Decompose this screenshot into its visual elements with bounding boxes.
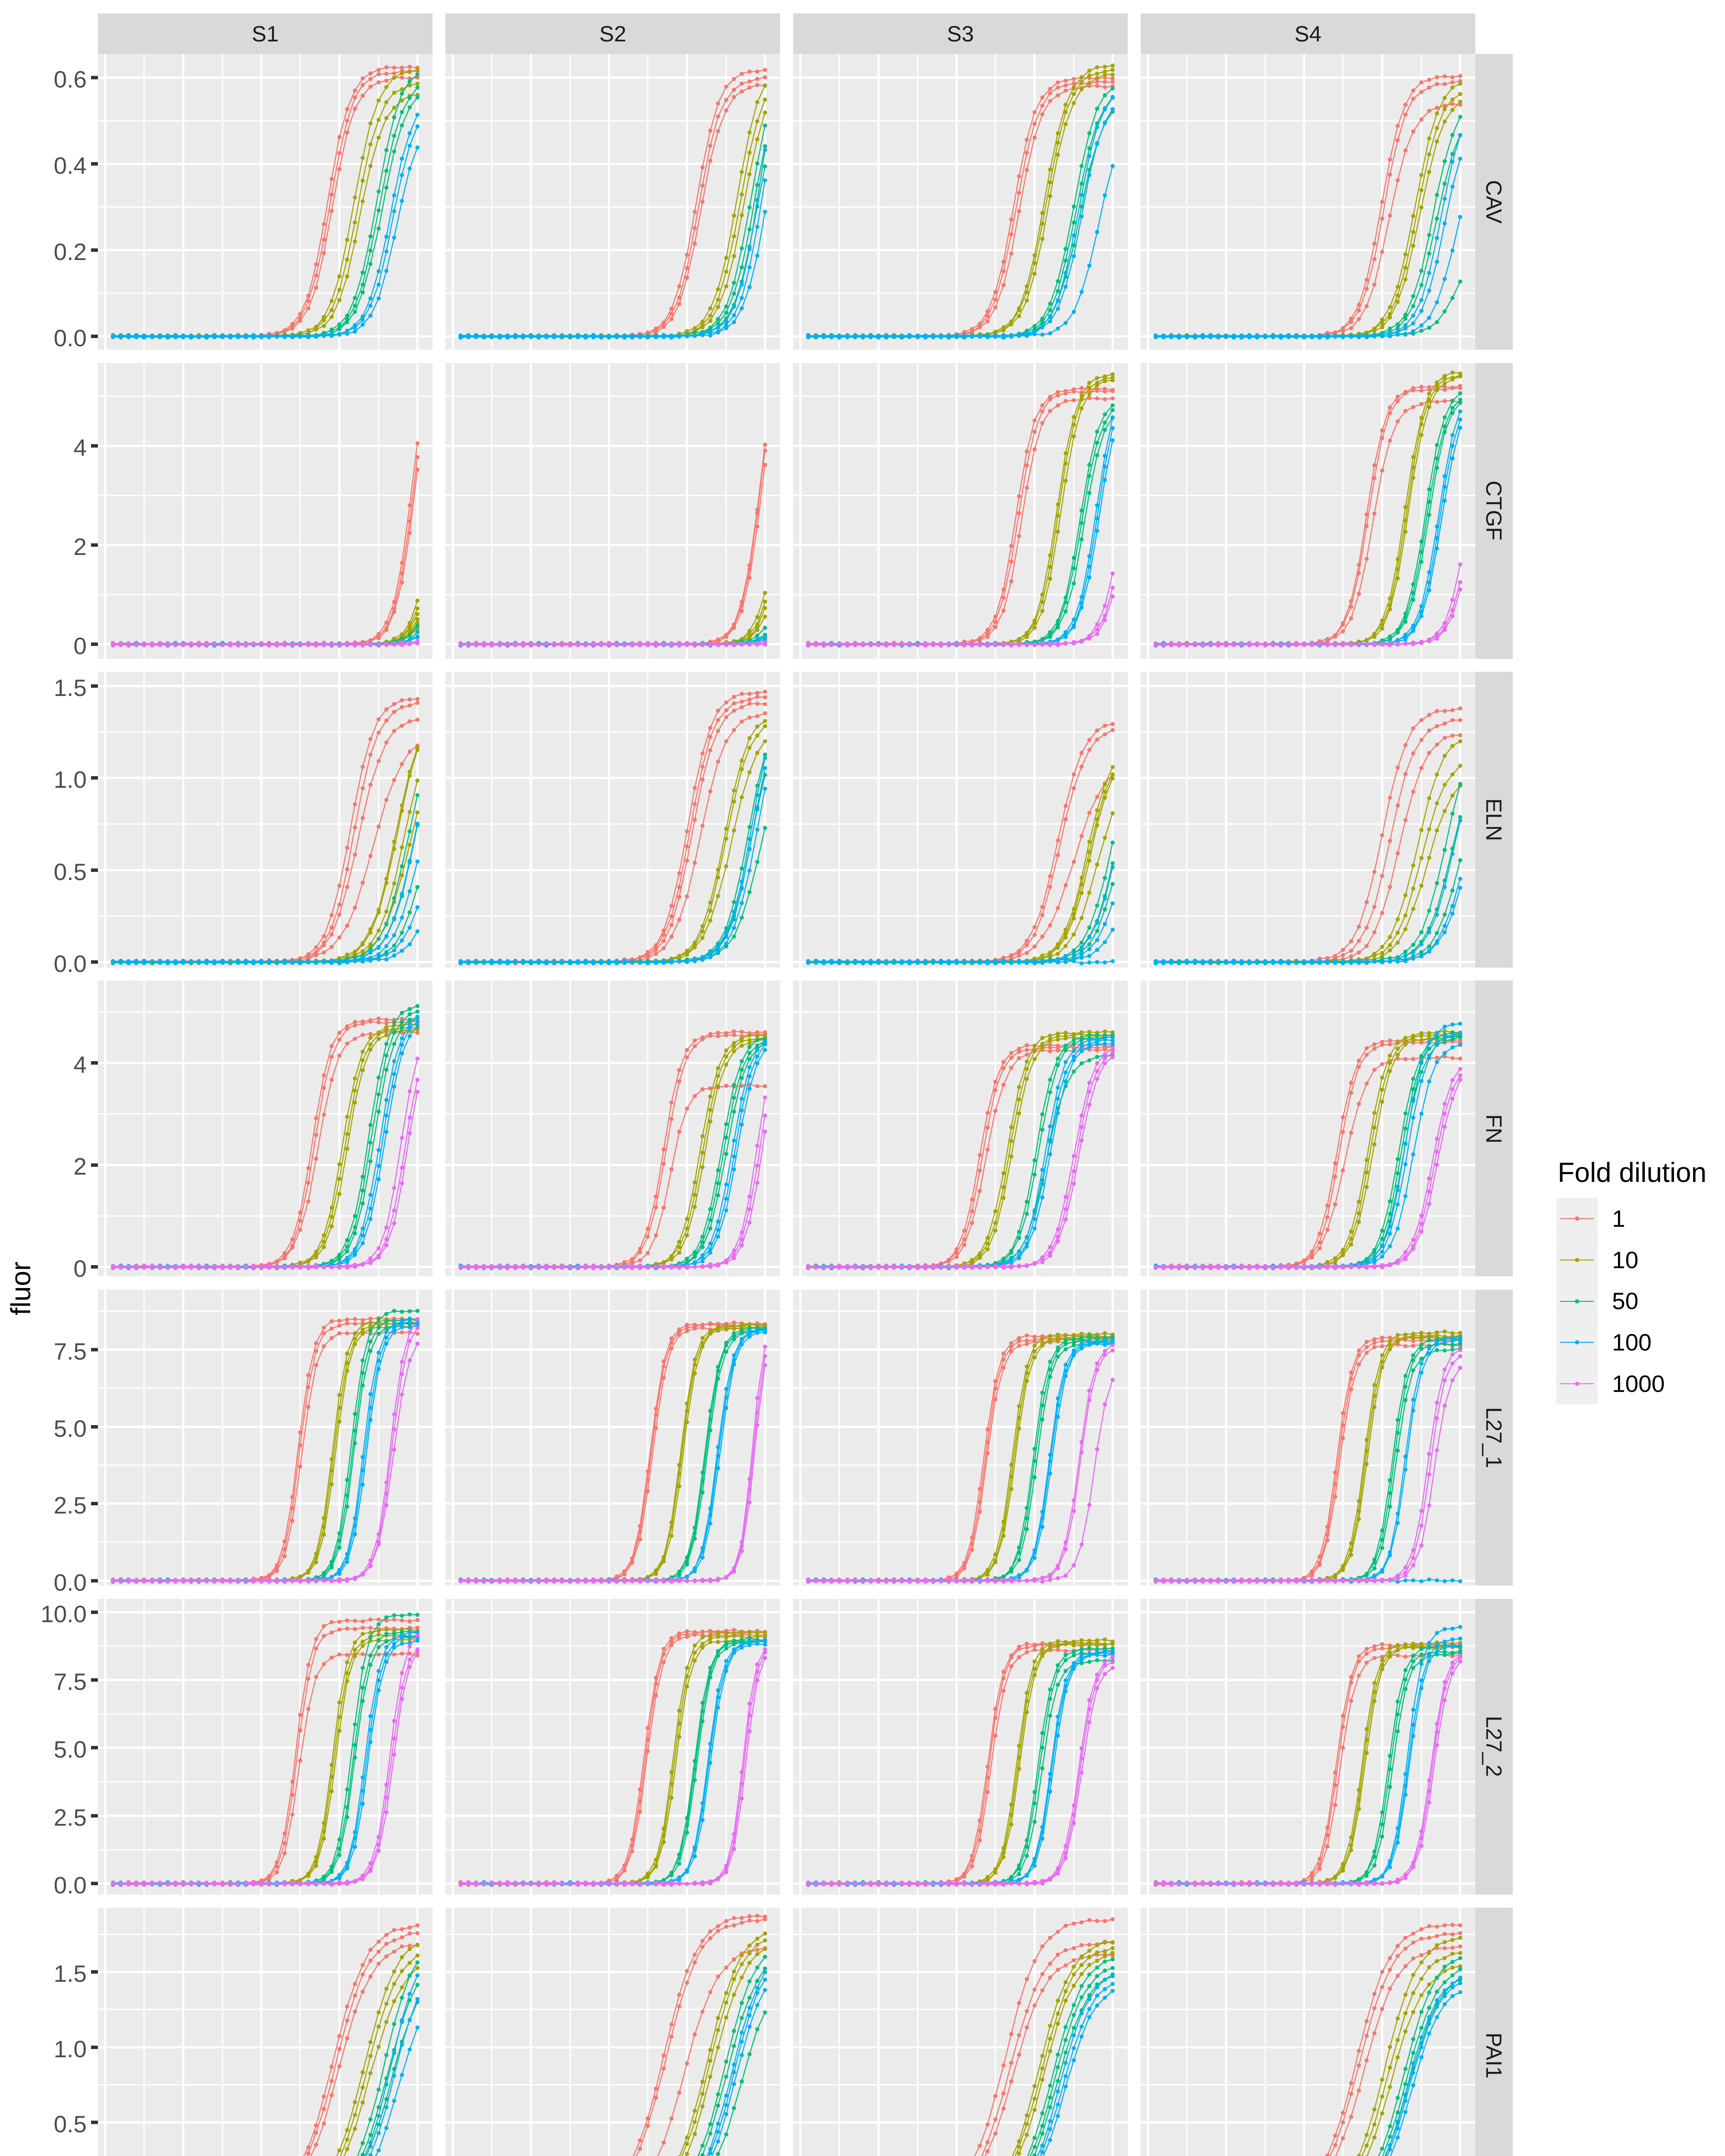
svg-text:0.0: 0.0 bbox=[54, 325, 87, 351]
svg-text:CAV: CAV bbox=[1482, 180, 1506, 223]
svg-text:0.4: 0.4 bbox=[54, 152, 87, 179]
svg-text:Fold dilution: Fold dilution bbox=[1558, 1157, 1706, 1188]
svg-text:1.0: 1.0 bbox=[54, 2036, 87, 2062]
svg-text:0.5: 0.5 bbox=[54, 2111, 87, 2137]
svg-text:1000: 1000 bbox=[1612, 1370, 1665, 1397]
svg-text:0: 0 bbox=[73, 1255, 87, 1282]
svg-text:0.0: 0.0 bbox=[54, 1872, 87, 1899]
svg-text:0.5: 0.5 bbox=[54, 859, 87, 885]
svg-text:PAI1: PAI1 bbox=[1482, 2033, 1506, 2079]
svg-text:10.0: 10.0 bbox=[41, 1601, 87, 1627]
svg-text:S3: S3 bbox=[947, 22, 974, 46]
svg-text:ELN: ELN bbox=[1482, 798, 1506, 841]
svg-text:S4: S4 bbox=[1295, 22, 1321, 46]
svg-text:S1: S1 bbox=[252, 22, 279, 46]
svg-text:100: 100 bbox=[1612, 1329, 1652, 1356]
svg-text:1: 1 bbox=[1612, 1205, 1625, 1232]
svg-text:1.5: 1.5 bbox=[54, 1960, 87, 1987]
svg-text:L27_2: L27_2 bbox=[1482, 1716, 1506, 1777]
svg-text:4: 4 bbox=[73, 1051, 87, 1078]
svg-text:S2: S2 bbox=[599, 22, 626, 46]
svg-text:0.6: 0.6 bbox=[54, 66, 87, 93]
svg-text:1.5: 1.5 bbox=[54, 674, 87, 701]
svg-text:7.5: 7.5 bbox=[54, 1668, 87, 1695]
svg-text:2.5: 2.5 bbox=[54, 1804, 87, 1831]
svg-text:5.0: 5.0 bbox=[54, 1736, 87, 1763]
svg-text:2: 2 bbox=[73, 1153, 87, 1180]
svg-text:0.0: 0.0 bbox=[54, 950, 87, 977]
svg-text:0: 0 bbox=[73, 633, 87, 659]
svg-text:fluor: fluor bbox=[5, 1262, 36, 1316]
svg-text:2.5: 2.5 bbox=[54, 1492, 87, 1519]
svg-text:0.0: 0.0 bbox=[54, 1569, 87, 1596]
svg-text:50: 50 bbox=[1612, 1288, 1638, 1314]
svg-text:0.2: 0.2 bbox=[54, 238, 87, 265]
svg-text:5.0: 5.0 bbox=[54, 1415, 87, 1442]
svg-text:1.0: 1.0 bbox=[54, 766, 87, 793]
svg-text:2: 2 bbox=[73, 533, 87, 560]
svg-text:4: 4 bbox=[73, 434, 87, 461]
svg-text:7.5: 7.5 bbox=[54, 1338, 87, 1365]
svg-text:L27_1: L27_1 bbox=[1482, 1407, 1506, 1468]
svg-text:10: 10 bbox=[1612, 1247, 1638, 1273]
svg-text:FN: FN bbox=[1482, 1114, 1506, 1144]
svg-text:CTGF: CTGF bbox=[1482, 481, 1506, 541]
